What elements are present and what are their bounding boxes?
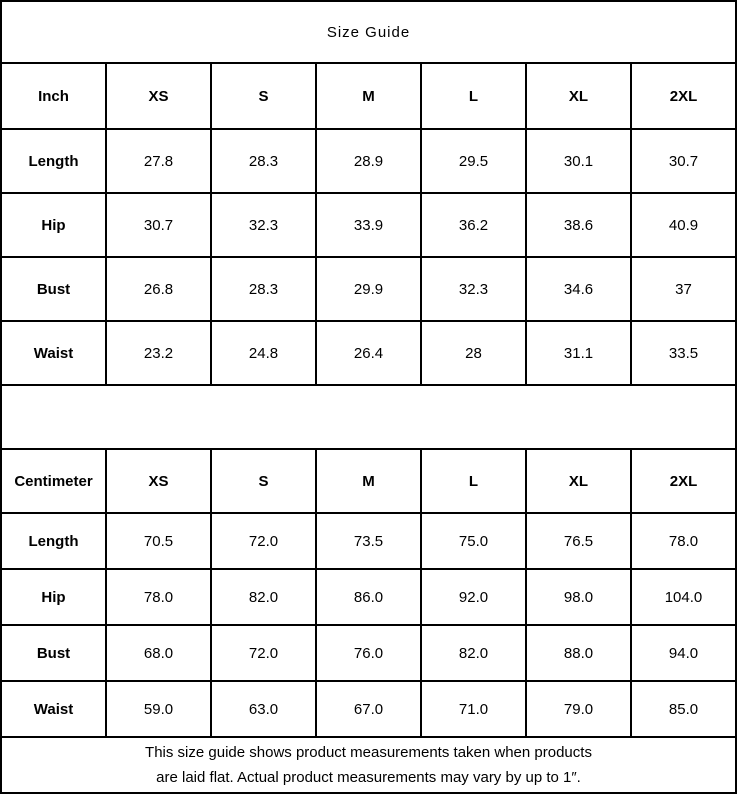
row-label: Bust	[0, 624, 107, 682]
value-cell: 31.1	[525, 320, 632, 386]
value-cell: 94.0	[630, 624, 737, 682]
row-label: Length	[0, 128, 107, 194]
value-cell: 72.0	[210, 624, 317, 682]
cm-bust-row: Bust 68.0 72.0 76.0 82.0 88.0 94.0	[0, 624, 737, 682]
inch-col-m: M	[315, 62, 422, 130]
value-cell: 82.0	[210, 568, 317, 626]
value-cell: 33.5	[630, 320, 737, 386]
value-cell: 34.6	[525, 256, 632, 322]
spacer-cell	[0, 384, 737, 450]
value-cell: 82.0	[420, 624, 527, 682]
value-cell: 32.3	[210, 192, 317, 258]
footer-note-line2: are laid flat. Actual product measuremen…	[156, 769, 581, 786]
value-cell: 38.6	[525, 192, 632, 258]
value-cell: 24.8	[210, 320, 317, 386]
value-cell: 26.4	[315, 320, 422, 386]
value-cell: 32.3	[420, 256, 527, 322]
value-cell: 73.5	[315, 512, 422, 570]
value-cell: 36.2	[420, 192, 527, 258]
value-cell: 76.0	[315, 624, 422, 682]
cm-length-row: Length 70.5 72.0 73.5 75.0 76.5 78.0	[0, 512, 737, 570]
cm-unit-header: Centimeter	[0, 448, 107, 514]
inch-col-2xl: 2XL	[630, 62, 737, 130]
row-label: Waist	[0, 680, 107, 738]
footer-row: This size guide shows product measuremen…	[0, 736, 737, 794]
value-cell: 79.0	[525, 680, 632, 738]
value-cell: 68.0	[105, 624, 212, 682]
cm-col-l: L	[420, 448, 527, 514]
value-cell: 70.5	[105, 512, 212, 570]
inch-waist-row: Waist 23.2 24.8 26.4 28 31.1 33.5	[0, 320, 737, 386]
row-label: Waist	[0, 320, 107, 386]
title-row: Size Guide	[0, 0, 737, 64]
inch-col-xl: XL	[525, 62, 632, 130]
value-cell: 29.5	[420, 128, 527, 194]
inch-hip-row: Hip 30.7 32.3 33.9 36.2 38.6 40.9	[0, 192, 737, 258]
cm-col-s: S	[210, 448, 317, 514]
value-cell: 30.1	[525, 128, 632, 194]
row-label: Length	[0, 512, 107, 570]
value-cell: 71.0	[420, 680, 527, 738]
value-cell: 30.7	[105, 192, 212, 258]
row-label: Hip	[0, 192, 107, 258]
value-cell: 98.0	[525, 568, 632, 626]
cm-col-m: M	[315, 448, 422, 514]
value-cell: 27.8	[105, 128, 212, 194]
value-cell: 104.0	[630, 568, 737, 626]
value-cell: 76.5	[525, 512, 632, 570]
value-cell: 40.9	[630, 192, 737, 258]
cm-header-row: Centimeter XS S M L XL 2XL	[0, 448, 737, 514]
inch-header-row: Inch XS S M L XL 2XL	[0, 62, 737, 130]
value-cell: 29.9	[315, 256, 422, 322]
value-cell: 92.0	[420, 568, 527, 626]
value-cell: 59.0	[105, 680, 212, 738]
value-cell: 85.0	[630, 680, 737, 738]
value-cell: 67.0	[315, 680, 422, 738]
spacer-row	[0, 384, 737, 450]
value-cell: 28.3	[210, 128, 317, 194]
cm-col-xs: XS	[105, 448, 212, 514]
value-cell: 30.7	[630, 128, 737, 194]
value-cell: 26.8	[105, 256, 212, 322]
value-cell: 75.0	[420, 512, 527, 570]
value-cell: 78.0	[630, 512, 737, 570]
value-cell: 28.9	[315, 128, 422, 194]
value-cell: 37	[630, 256, 737, 322]
inch-col-s: S	[210, 62, 317, 130]
inch-col-xs: XS	[105, 62, 212, 130]
value-cell: 33.9	[315, 192, 422, 258]
footer-note-line1: This size guide shows product measuremen…	[145, 744, 592, 761]
value-cell: 78.0	[105, 568, 212, 626]
cm-hip-row: Hip 78.0 82.0 86.0 92.0 98.0 104.0	[0, 568, 737, 626]
value-cell: 23.2	[105, 320, 212, 386]
cm-waist-row: Waist 59.0 63.0 67.0 71.0 79.0 85.0	[0, 680, 737, 738]
inch-bust-row: Bust 26.8 28.3 29.9 32.3 34.6 37	[0, 256, 737, 322]
footer-note: This size guide shows product measuremen…	[0, 736, 737, 794]
inch-length-row: Length 27.8 28.3 28.9 29.5 30.1 30.7	[0, 128, 737, 194]
value-cell: 28.3	[210, 256, 317, 322]
inch-col-l: L	[420, 62, 527, 130]
row-label: Hip	[0, 568, 107, 626]
page-title: Size Guide	[0, 0, 737, 64]
value-cell: 63.0	[210, 680, 317, 738]
value-cell: 28	[420, 320, 527, 386]
value-cell: 88.0	[525, 624, 632, 682]
value-cell: 86.0	[315, 568, 422, 626]
cm-col-xl: XL	[525, 448, 632, 514]
inch-unit-header: Inch	[0, 62, 107, 130]
cm-col-2xl: 2XL	[630, 448, 737, 514]
value-cell: 72.0	[210, 512, 317, 570]
row-label: Bust	[0, 256, 107, 322]
